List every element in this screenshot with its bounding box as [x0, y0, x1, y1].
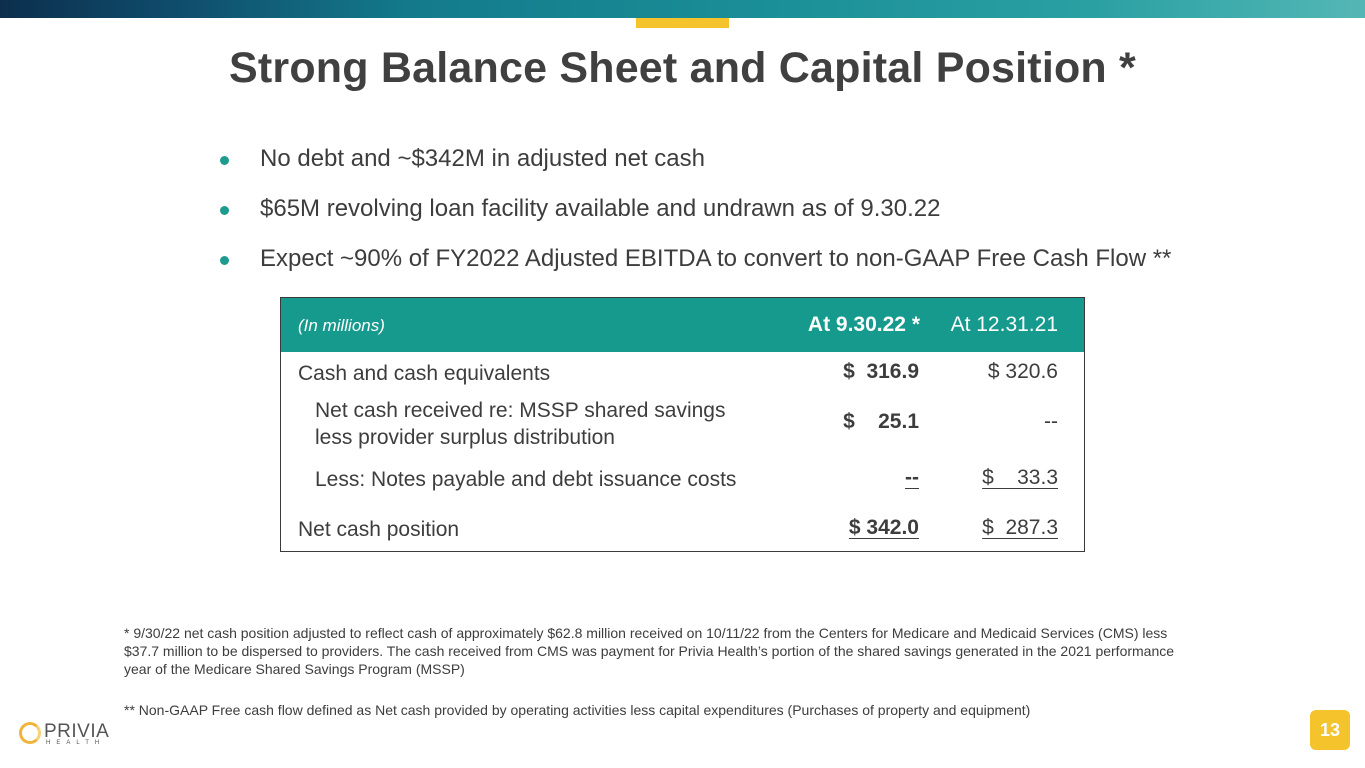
footnote-1-line: $37.7 million to be dispersed to provide… — [124, 643, 1175, 659]
row-value-2022: $ 25.1 — [843, 410, 919, 433]
privia-logo: PRIVIA HEALTH — [19, 721, 119, 747]
row-value-2021: $ 287.3 — [982, 516, 1058, 539]
top-accent-bar — [636, 18, 729, 28]
logo-subtext: HEALTH — [46, 740, 106, 746]
table-row: Net cash received re: MSSP shared saving… — [281, 397, 1084, 453]
row-value-2022: -- — [905, 466, 919, 489]
bullet-text: No debt and ~$342M in adjusted net cash — [260, 145, 705, 172]
table-units-label: (In millions) — [298, 316, 385, 335]
row-label-line1: Net cash received re: MSSP shared saving… — [315, 399, 726, 422]
top-decorative-band — [0, 0, 1365, 18]
table-row: Less: Notes payable and debt issuance co… — [281, 466, 1084, 496]
bullet-text: $65M revolving loan facility available a… — [260, 195, 941, 222]
bullet-list: No debt and ~$342M in adjusted net cash … — [218, 142, 1171, 292]
slide-title: Strong Balance Sheet and Capital Positio… — [229, 44, 1136, 92]
table-header: (In millions) At 9.30.22 * At 12.31.21 — [281, 298, 1084, 352]
row-label-line2: less provider surplus distribution — [315, 426, 615, 449]
row-label: Net cash position — [298, 518, 460, 541]
row-label: Less: Notes payable and debt issuance co… — [315, 468, 737, 491]
footnote-1-line: * 9/30/22 net cash position adjusted to … — [124, 625, 1168, 641]
table-row: Net cash position $ 342.0 $ 287.3 — [281, 516, 1084, 546]
column-header-dec-2021: At 12.31.21 — [950, 313, 1058, 336]
row-value-2021: -- — [1044, 410, 1058, 433]
bullet-item: $65M revolving loan facility available a… — [218, 192, 1171, 242]
table-row: Cash and cash equivalents $ 316.9 $ 320.… — [281, 360, 1084, 390]
row-value-2021: $ 33.3 — [982, 466, 1058, 489]
row-value-2022: $ 342.0 — [848, 516, 919, 539]
bullet-dot-icon — [220, 256, 229, 265]
footnote-1-line: year of the Medicare Shared Savings Prog… — [124, 661, 465, 677]
bullet-item: Expect ~90% of FY2022 Adjusted EBITDA to… — [218, 242, 1171, 292]
row-value-2021: $ 320.6 — [987, 360, 1058, 383]
bullet-dot-icon — [220, 206, 229, 215]
column-header-sep-2022: At 9.30.22 * — [807, 313, 920, 336]
logo-wordmark: PRIVIA — [44, 721, 110, 742]
page-number-badge: 13 — [1310, 710, 1350, 750]
bullet-text: Expect ~90% of FY2022 Adjusted EBITDA to… — [260, 245, 1172, 272]
balance-table: (In millions) At 9.30.22 * At 12.31.21 C… — [280, 297, 1085, 552]
footnote-2: ** Non-GAAP Free cash flow defined as Ne… — [124, 702, 1031, 718]
logo-ring-icon — [19, 722, 41, 744]
footnote-1: * 9/30/22 net cash position adjusted to … — [124, 624, 1174, 678]
row-value-2022: $ 316.9 — [843, 360, 919, 383]
bullet-item: No debt and ~$342M in adjusted net cash — [218, 142, 1171, 192]
row-label: Cash and cash equivalents — [298, 362, 551, 385]
bullet-dot-icon — [220, 156, 229, 165]
